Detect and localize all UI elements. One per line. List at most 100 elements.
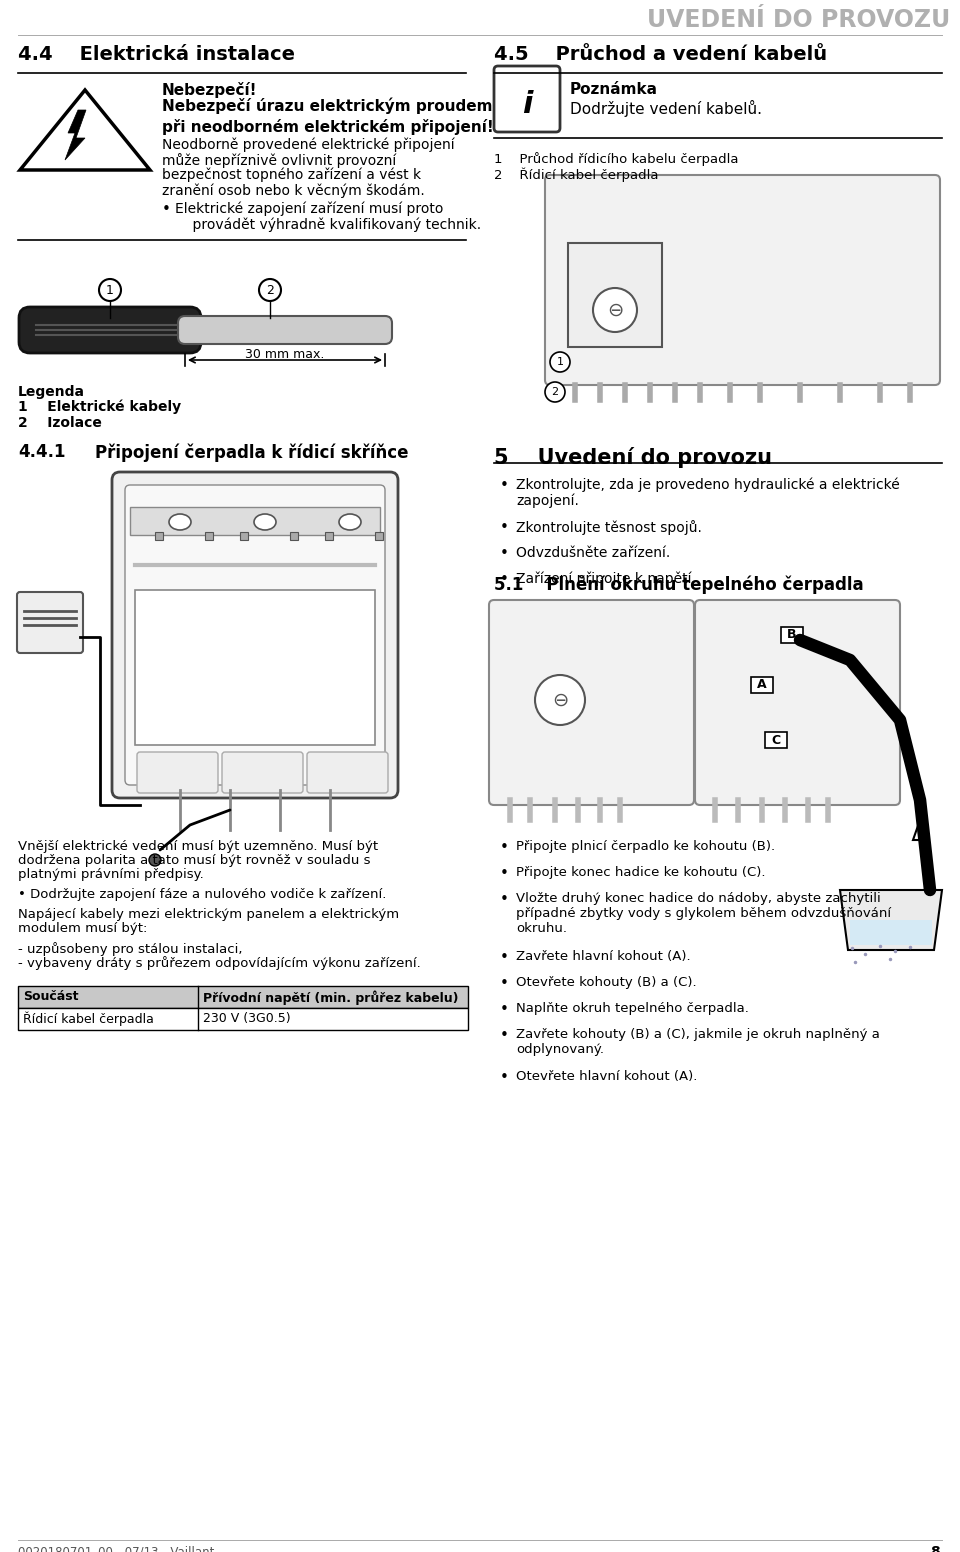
Text: Připojte konec hadice ke kohoutu (C).: Připojte konec hadice ke kohoutu (C). xyxy=(516,866,765,878)
Text: Zavřete hlavní kohout (A).: Zavřete hlavní kohout (A). xyxy=(516,950,690,962)
Text: 5.1    Plnění okruhu tepelného čerpadla: 5.1 Plnění okruhu tepelného čerpadla xyxy=(494,574,864,593)
Text: 1: 1 xyxy=(557,357,564,366)
Circle shape xyxy=(259,279,281,301)
Bar xyxy=(205,532,213,540)
Ellipse shape xyxy=(254,514,276,529)
Text: Součást: Součást xyxy=(23,990,79,1003)
Bar xyxy=(325,532,333,540)
Ellipse shape xyxy=(339,514,361,529)
Text: platnými právními předpisy.: platnými právními předpisy. xyxy=(18,868,204,882)
Polygon shape xyxy=(65,110,86,160)
Text: 4.5    Průchod a vedení kabelů: 4.5 Průchod a vedení kabelů xyxy=(494,45,828,64)
Text: 1    Elektrické kabely: 1 Elektrické kabely xyxy=(18,400,181,414)
Text: - vybaveny dráty s průřezem odpovídajícím výkonu zařízení.: - vybaveny dráty s průřezem odpovídající… xyxy=(18,956,420,970)
Text: •: • xyxy=(500,840,509,855)
Polygon shape xyxy=(840,889,942,950)
Text: zranění osob nebo k věcným škodám.: zranění osob nebo k věcným škodám. xyxy=(162,183,424,197)
Text: zapojení.: zapojení. xyxy=(516,494,579,509)
Text: ⊖: ⊖ xyxy=(552,691,568,709)
FancyBboxPatch shape xyxy=(178,317,392,345)
Text: Přívodní napětí (min. průřez kabelu): Přívodní napětí (min. průřez kabelu) xyxy=(203,990,459,1004)
Text: •: • xyxy=(500,866,509,882)
Text: - uzpůsobeny pro stálou instalaci,: - uzpůsobeny pro stálou instalaci, xyxy=(18,942,243,956)
Bar xyxy=(135,590,375,745)
Text: Legenda: Legenda xyxy=(18,385,85,399)
Bar xyxy=(155,532,163,540)
Text: 2    Izolace: 2 Izolace xyxy=(18,416,102,430)
Text: Vnější elektrické vedení musí být uzemněno. Musí být: Vnější elektrické vedení musí být uzemně… xyxy=(18,840,378,854)
Polygon shape xyxy=(850,920,932,945)
FancyBboxPatch shape xyxy=(568,244,662,348)
Text: 1: 1 xyxy=(106,284,114,296)
Bar xyxy=(18,1007,468,1031)
Text: 2: 2 xyxy=(266,284,274,296)
FancyBboxPatch shape xyxy=(137,753,218,793)
Text: B: B xyxy=(787,629,797,641)
Text: •: • xyxy=(500,976,509,992)
Text: • Dodržujte zapojení fáze a nulového vodiče k zařízení.: • Dodržujte zapojení fáze a nulového vod… xyxy=(18,888,386,902)
Text: Připojte plnicí čerpadlo ke kohoutu (B).: Připojte plnicí čerpadlo ke kohoutu (B). xyxy=(516,840,775,854)
Text: •: • xyxy=(500,892,509,906)
FancyBboxPatch shape xyxy=(695,601,900,805)
Text: Řídicí kabel čerpadla: Řídicí kabel čerpadla xyxy=(23,1012,154,1026)
Text: provádět výhradně kvalifikovaný technik.: provádět výhradně kvalifikovaný technik. xyxy=(175,217,481,231)
Text: •: • xyxy=(500,1003,509,1017)
Text: 230 V (3G0.5): 230 V (3G0.5) xyxy=(203,1012,291,1024)
Bar xyxy=(290,532,298,540)
Text: i: i xyxy=(521,90,532,120)
FancyBboxPatch shape xyxy=(125,484,385,785)
Text: 2: 2 xyxy=(551,386,559,397)
FancyBboxPatch shape xyxy=(307,753,388,793)
Circle shape xyxy=(149,854,161,866)
Text: •: • xyxy=(162,202,171,217)
FancyBboxPatch shape xyxy=(19,307,201,352)
Text: modulem musí být:: modulem musí být: xyxy=(18,922,148,934)
Text: 30 mm max.: 30 mm max. xyxy=(246,348,324,362)
Text: Zkontrolujte těsnost spojů.: Zkontrolujte těsnost spojů. xyxy=(516,520,702,535)
Text: může nepříznivě ovlivnit provozní: může nepříznivě ovlivnit provozní xyxy=(162,154,396,168)
Text: •: • xyxy=(500,478,509,494)
Ellipse shape xyxy=(169,514,191,529)
Text: •: • xyxy=(500,546,509,560)
Text: Naplňte okruh tepelného čerpadla.: Naplňte okruh tepelného čerpadla. xyxy=(516,1003,749,1015)
FancyBboxPatch shape xyxy=(112,472,398,798)
FancyBboxPatch shape xyxy=(489,601,694,805)
Text: Nebezpečí!: Nebezpečí! xyxy=(162,82,257,98)
Text: Elektrické zapojení zařízení musí proto: Elektrické zapojení zařízení musí proto xyxy=(175,202,444,216)
Text: Zavřete kohouty (B) a (C), jakmile je okruh naplněný a
odplynovaný.: Zavřete kohouty (B) a (C), jakmile je ok… xyxy=(516,1027,880,1055)
Text: dodržena polarita a tato musí být rovněž v souladu s: dodržena polarita a tato musí být rovněž… xyxy=(18,854,371,868)
Text: Nebezpečí úrazu elektrickým proudem
při neodborném elektrickém připojení!: Nebezpečí úrazu elektrickým proudem při … xyxy=(162,96,493,135)
Text: Odvzdušněte zařízení.: Odvzdušněte zařízení. xyxy=(516,546,670,560)
Bar xyxy=(240,532,248,540)
Text: 1    Průchod řídicího kabelu čerpadla: 1 Průchod řídicího kabelu čerpadla xyxy=(494,152,738,166)
Text: Napájecí kabely mezi elektrickým panelem a elektrickým: Napájecí kabely mezi elektrickým panelem… xyxy=(18,908,399,920)
Text: Připojení čerpadla k řídicí skříňce: Připojení čerpadla k řídicí skříňce xyxy=(95,442,409,461)
Circle shape xyxy=(545,382,565,402)
Circle shape xyxy=(593,289,637,332)
Text: Otevřete hlavní kohout (A).: Otevřete hlavní kohout (A). xyxy=(516,1069,697,1083)
Text: C: C xyxy=(772,734,780,747)
Circle shape xyxy=(535,675,585,725)
Text: A: A xyxy=(757,678,767,692)
Text: •: • xyxy=(500,1069,509,1085)
Text: 0020180701_00 - 07/13 - Vaillant: 0020180701_00 - 07/13 - Vaillant xyxy=(18,1544,214,1552)
Text: •: • xyxy=(500,573,509,587)
FancyBboxPatch shape xyxy=(17,591,83,653)
Text: Vložte druhý konec hadice do nádoby, abyste zachytili
případné zbytky vody s gly: Vložte druhý konec hadice do nádoby, aby… xyxy=(516,892,891,934)
Text: 4.4.1: 4.4.1 xyxy=(18,442,65,461)
Bar xyxy=(765,733,787,748)
Bar xyxy=(781,627,803,643)
Text: •: • xyxy=(500,950,509,965)
FancyBboxPatch shape xyxy=(545,175,940,385)
Text: Dodržujte vedení kabelů.: Dodržujte vedení kabelů. xyxy=(570,99,762,116)
Text: ⊖: ⊖ xyxy=(607,301,623,320)
Text: 5    Uvedení do provozu: 5 Uvedení do provozu xyxy=(494,447,772,469)
FancyBboxPatch shape xyxy=(222,753,303,793)
Bar xyxy=(375,532,383,540)
Text: 8: 8 xyxy=(930,1544,940,1552)
Circle shape xyxy=(99,279,121,301)
Text: Zkontrolujte, zda je provedeno hydraulické a elektrické: Zkontrolujte, zda je provedeno hydraulic… xyxy=(516,478,900,492)
Text: 2    Řídicí kabel čerpadla: 2 Řídicí kabel čerpadla xyxy=(494,168,659,183)
Polygon shape xyxy=(913,819,927,840)
Circle shape xyxy=(550,352,570,372)
